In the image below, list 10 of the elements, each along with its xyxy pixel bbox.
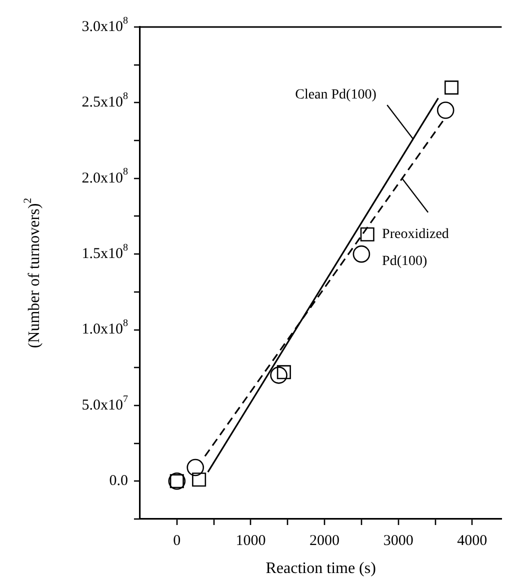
x-axis-title: Reaction time (s) bbox=[266, 560, 376, 578]
x-tick-label: 3000 bbox=[383, 532, 414, 549]
x-tick-label: 1000 bbox=[236, 532, 266, 549]
x-tick-label: 2000 bbox=[310, 532, 340, 549]
y-tick-label: 0.0 bbox=[109, 473, 128, 490]
x-tick-label: 0 bbox=[173, 532, 181, 549]
annotation: Preoxidized Pd(100) bbox=[382, 227, 449, 270]
y-axis-title: (Number of turnovers)2 bbox=[22, 198, 44, 348]
annotation: Clean Pd(100) bbox=[295, 88, 377, 103]
x-tick-label: 4000 bbox=[457, 532, 488, 549]
